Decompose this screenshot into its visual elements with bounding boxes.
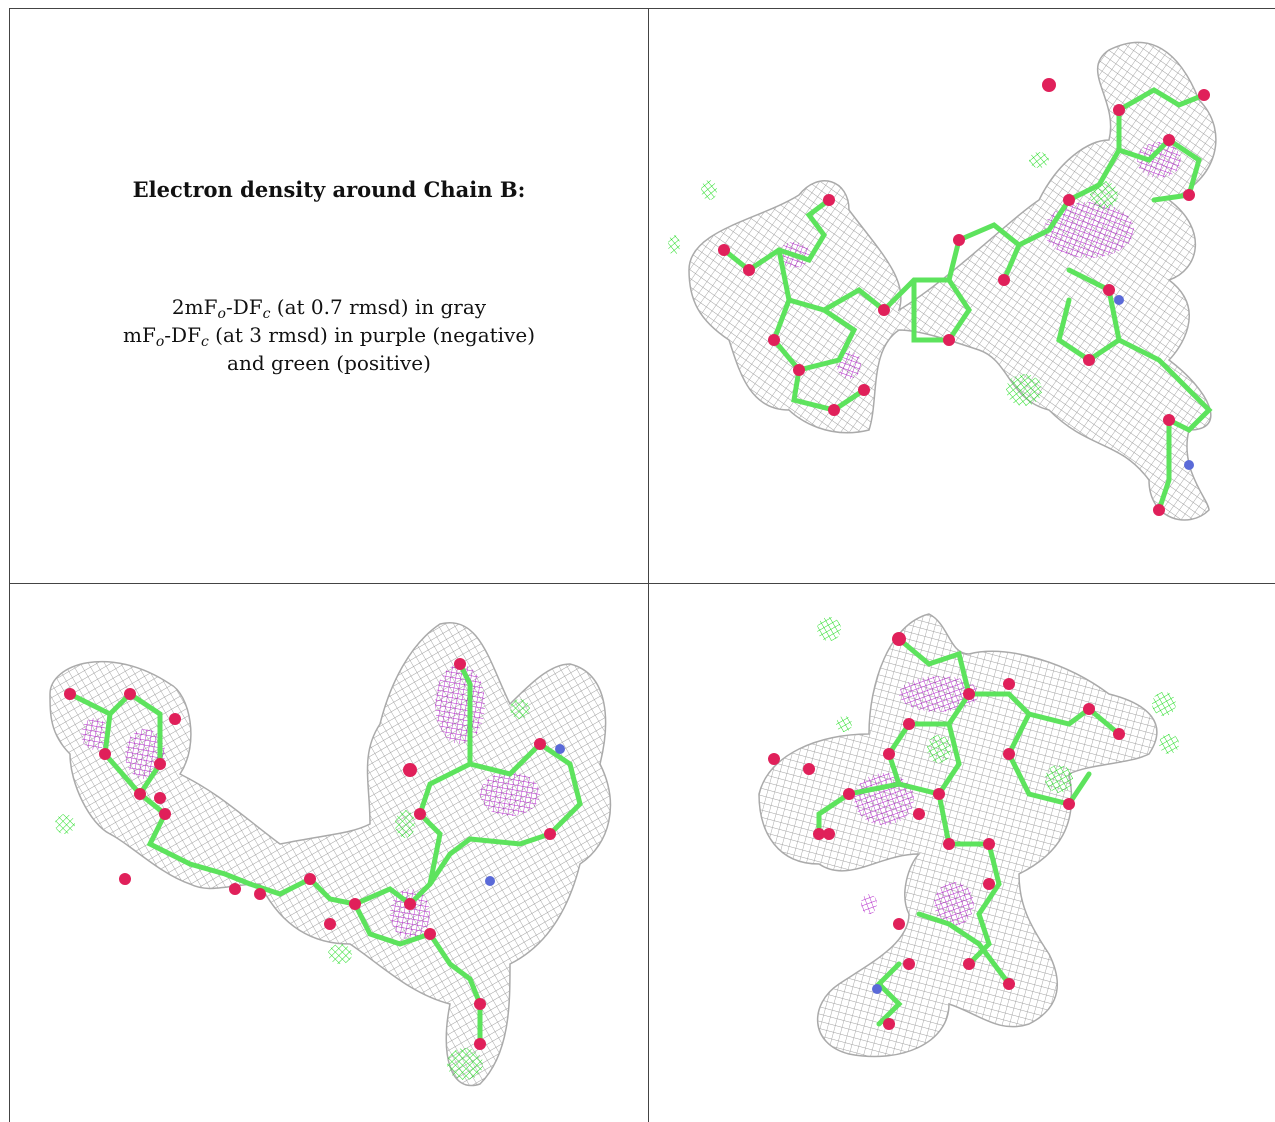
density-2fofc-gray	[758, 613, 1158, 1058]
caption-legend: 2mFo-DFc (at 0.7 rmsd) in gray mFo-DFc (…	[10, 293, 648, 377]
table-border-top	[10, 8, 1275, 9]
density-panel-bottom-left	[10, 584, 648, 1122]
nitrogen-atoms	[1114, 295, 1194, 470]
nitrogen-atoms	[485, 744, 565, 886]
model-bonds	[816, 636, 1122, 1027]
density-view-3	[758, 613, 1179, 1058]
density-positive-green	[817, 617, 1179, 793]
density-positive-green	[668, 152, 1118, 406]
legend-fofc-positive: and green (positive)	[227, 351, 431, 375]
density-positive-green	[55, 699, 530, 1080]
density-panel-bottom-right	[649, 584, 1275, 1122]
legend-2fofc: 2mFo-DFc (at 0.7 rmsd) in gray	[171, 295, 487, 322]
caption-title: Electron density around Chain B:	[132, 177, 526, 202]
density-view-2	[49, 621, 612, 1087]
figure-caption: Electron density around Chain B: 2mFo-DF…	[10, 10, 648, 583]
table-divider-horizontal	[10, 583, 1275, 584]
model-bonds	[721, 87, 1213, 513]
table-divider-vertical	[648, 8, 649, 1122]
oxygen-atoms	[64, 658, 556, 1050]
density-panel-top-right	[649, 10, 1275, 583]
density-negative-purple	[778, 142, 1181, 379]
oxygen-atoms	[718, 78, 1210, 516]
oxygen-atoms	[768, 632, 1125, 1030]
nitrogen-atoms	[872, 984, 882, 994]
density-negative-purple	[854, 676, 979, 926]
caption-cell: Electron density around Chain B: 2mFo-DF…	[10, 10, 648, 583]
legend-fofc: mFo-DFc (at 3 rmsd) in purple (negative)	[123, 323, 535, 350]
table-border-left	[9, 8, 10, 1122]
density-view-1	[668, 41, 1217, 521]
